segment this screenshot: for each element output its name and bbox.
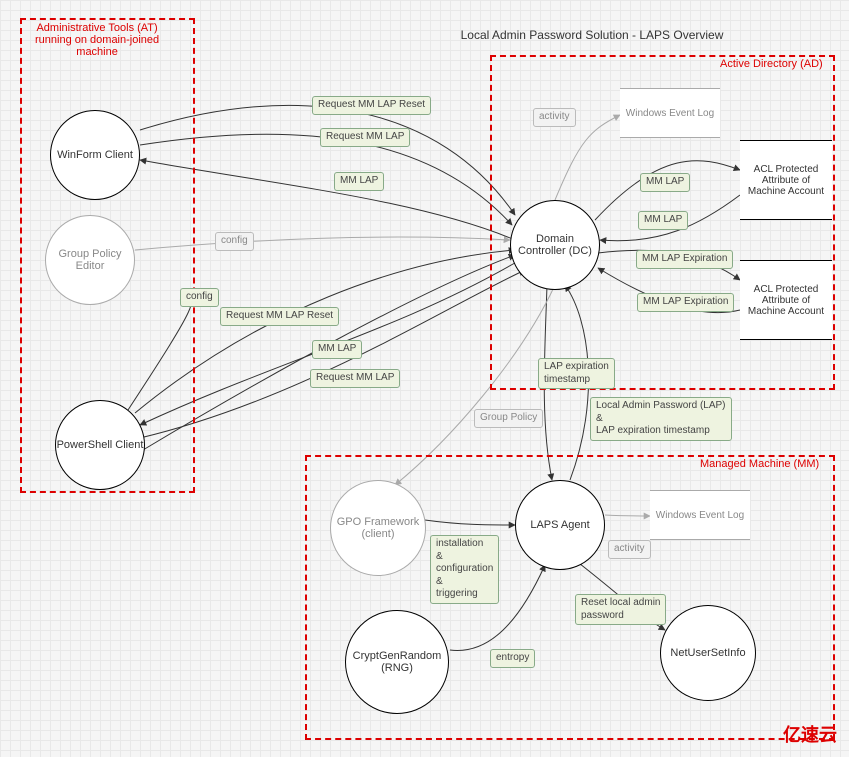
edge-label-1: Request MM LAP [320,128,410,147]
node-wevt2: Windows Event Log [650,490,750,540]
edge-label-7: Request MM LAP [310,369,400,388]
edge-0 [140,105,515,215]
edge-label-14: Local Admin Password (LAP) & LAP expirat… [590,397,732,441]
node-gpo: GPO Framework (client) [330,480,426,576]
edge-label-6: MM LAP [312,340,362,359]
node-nusi: NetUserSetInfo [660,605,756,701]
edge-label-10: MM LAP [638,211,688,230]
edge-label-17: activity [608,540,651,559]
edge-label-13: LAP expiration timestamp [538,358,615,389]
edge-label-9: MM LAP [640,173,690,192]
diagram-title: Local Admin Password Solution - LAPS Ove… [452,28,732,42]
node-acl2: ACL Protected Attribute of Machine Accou… [740,260,832,340]
edge-label-3: config [215,232,254,251]
edge-label-18: Reset local admin password [575,594,666,625]
node-dc: Domain Controller (DC) [510,200,600,290]
node-winform: WinForm Client [50,110,140,200]
diagram-canvas: Local Admin Password Solution - LAPS Ove… [0,0,849,757]
region-label-ad: Active Directory (AD) [720,58,823,70]
logo-text: 亿速云 [783,721,837,747]
edge-1 [140,134,512,225]
edge-label-8: activity [533,108,576,127]
edge-label-15: Group Policy [474,409,543,428]
edge-label-0: Request MM LAP Reset [312,96,431,115]
edge-label-16: installation & configuration & triggerin… [430,535,499,604]
region-label-at: Administrative Tools (AT) running on dom… [35,22,159,58]
region-label-mm: Managed Machine (MM) [700,458,819,470]
edge-label-19: entropy [490,649,535,668]
edge-label-5: Request MM LAP Reset [220,307,339,326]
node-rng: CryptGenRandom (RNG) [345,610,449,714]
node-laps: LAPS Agent [515,480,605,570]
edge-2 [140,160,515,240]
edge-label-11: MM LAP Expiration [636,250,733,269]
node-ps: PowerShell Client [55,400,145,490]
edge-label-2: MM LAP [334,172,384,191]
edge-label-4: config [180,288,219,307]
edge-label-12: MM LAP Expiration [637,293,734,312]
node-acl1: ACL Protected Attribute of Machine Accou… [740,140,832,220]
node-gpe: Group Policy Editor [45,215,135,305]
node-wevt1: Windows Event Log [620,88,720,138]
